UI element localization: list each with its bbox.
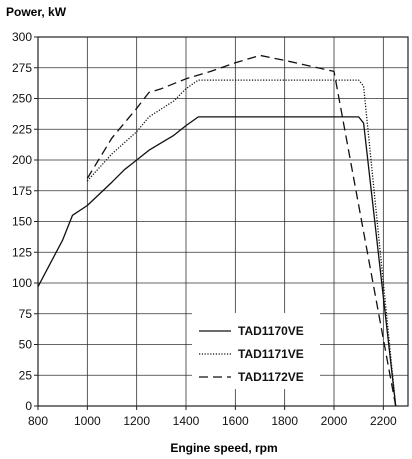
- x-tick-label: 1000: [74, 414, 101, 428]
- y-tick-label: 75: [19, 307, 33, 321]
- y-tick-label: 275: [12, 61, 32, 75]
- series-line-tad1171ve: [86, 79, 397, 407]
- legend-label: TAD1170VE: [238, 324, 304, 338]
- legend-box: [192, 313, 320, 389]
- x-ticks: 800 1000 1200 1400 1600 1800 2000 2200: [28, 406, 397, 428]
- y-axis-title: Power, kW: [6, 5, 67, 19]
- y-ticks: 0 25 50 75 100 125 150 175 200 225 250 275 300: [12, 30, 38, 413]
- x-axis-title: Engine speed, rpm: [170, 441, 277, 455]
- legend-label: TAD1171VE: [238, 347, 304, 361]
- series-line-tad1172ve: [86, 54, 397, 407]
- x-tick-label: 1600: [222, 414, 249, 428]
- y-tick-label: 50: [19, 338, 33, 352]
- x-tick-label: 800: [28, 414, 48, 428]
- y-tick-label: 250: [12, 92, 32, 106]
- x-tick-label: 1200: [123, 414, 150, 428]
- y-tick-label: 100: [12, 276, 32, 290]
- x-tick-label: 1400: [173, 414, 200, 428]
- y-tick-label: 175: [12, 184, 32, 198]
- x-tick-label: 2000: [321, 414, 348, 428]
- y-tick-label: 25: [19, 368, 33, 382]
- y-tick-label: 0: [25, 399, 32, 413]
- x-tick-label: 1800: [271, 414, 298, 428]
- x-tick-label: 2200: [370, 414, 397, 428]
- y-tick-label: 300: [12, 30, 32, 44]
- legend: TAD1170VE TAD1171VE TAD1172VE: [192, 313, 320, 389]
- series-line-tad1170ve: [37, 116, 397, 407]
- legend-label: TAD1172VE: [238, 370, 304, 384]
- y-tick-label: 225: [12, 122, 32, 136]
- series-lines: [37, 54, 397, 407]
- y-tick-label: 150: [12, 215, 32, 229]
- y-tick-label: 125: [12, 245, 32, 259]
- y-tick-label: 200: [12, 153, 32, 167]
